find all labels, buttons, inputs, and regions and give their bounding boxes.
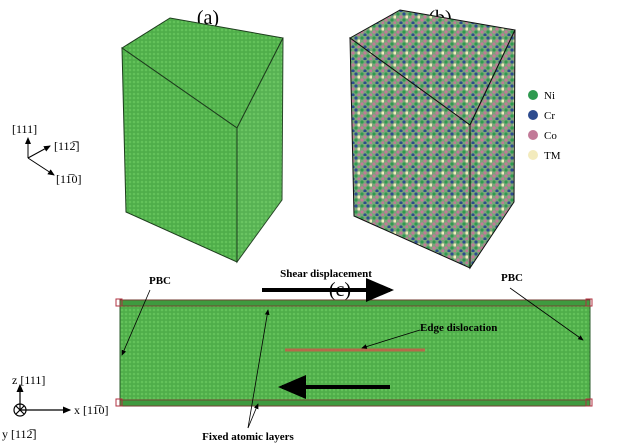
slab xyxy=(115,298,593,407)
annotation: Shear displacement xyxy=(280,268,372,280)
axis-label: y [112̅] xyxy=(2,427,37,441)
axis-label: z [111] xyxy=(12,373,45,387)
axis-label: [112̅] xyxy=(54,139,80,153)
legend-swatch xyxy=(528,150,538,160)
legend-label: TM xyxy=(544,150,561,162)
annotation: PBC xyxy=(149,275,171,287)
cube-a xyxy=(121,17,284,264)
annotation: Edge dislocation xyxy=(420,322,497,334)
legend-swatch xyxy=(528,130,538,140)
coordinate-system xyxy=(13,383,72,417)
legend-label: Ni xyxy=(544,90,555,102)
legend-swatch xyxy=(528,90,538,100)
cube-b xyxy=(349,9,516,270)
axis-label: [111] xyxy=(12,122,37,136)
axis-triad xyxy=(25,137,55,176)
legend-label: Co xyxy=(544,130,557,142)
axis-label: [11̅0] xyxy=(56,172,82,186)
axis-label: x [11̅0] xyxy=(74,403,109,417)
legend-swatch xyxy=(528,110,538,120)
annotation: Fixed atomic layers xyxy=(202,431,294,443)
legend-label: Cr xyxy=(544,110,555,122)
leaders xyxy=(121,287,584,429)
annotation: PBC xyxy=(501,272,523,284)
legend: Ni Cr Co TM xyxy=(528,90,561,162)
